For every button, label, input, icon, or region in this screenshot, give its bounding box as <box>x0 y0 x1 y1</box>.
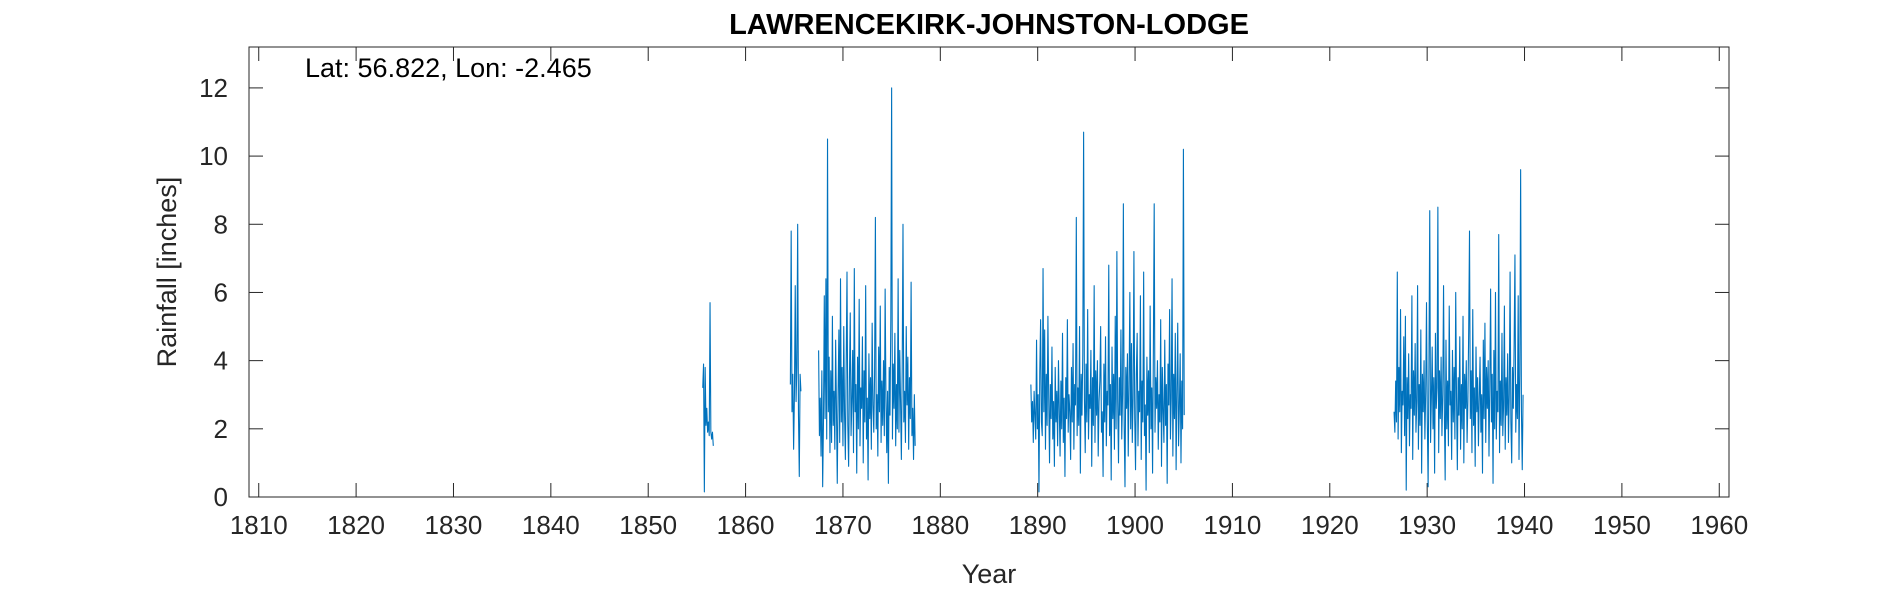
y-tick-label: 10 <box>199 141 228 171</box>
x-tick-label: 1810 <box>230 510 288 540</box>
y-tick-label: 2 <box>214 414 228 444</box>
x-tick-label: 1960 <box>1690 510 1748 540</box>
x-tick-label: 1890 <box>1009 510 1067 540</box>
y-tick-label: 0 <box>214 482 228 512</box>
x-tick-label: 1830 <box>425 510 483 540</box>
location-annotation: Lat: 56.822, Lon: -2.465 <box>305 53 592 83</box>
x-tick-label: 1930 <box>1398 510 1456 540</box>
x-tick-label: 1940 <box>1496 510 1554 540</box>
plot-area <box>248 46 1730 498</box>
series-line-segment-0 <box>702 302 714 493</box>
x-tick-label: 1880 <box>911 510 969 540</box>
series-layer <box>702 87 1524 493</box>
chart-title: LAWRENCEKIRK-JOHNSTON-LODGE <box>729 9 1249 41</box>
axis-ticks <box>249 47 1729 498</box>
y-tick-label: 8 <box>214 209 228 239</box>
x-tick-label: 1870 <box>814 510 872 540</box>
y-tick-label: 12 <box>199 73 228 103</box>
y-tick-label: 4 <box>214 346 228 376</box>
x-tick-label: 1840 <box>522 510 580 540</box>
x-tick-label: 1860 <box>717 510 775 540</box>
x-tick-label: 1900 <box>1106 510 1164 540</box>
x-tick-label: 1850 <box>619 510 677 540</box>
x-tick-label: 1950 <box>1593 510 1651 540</box>
y-tick-label: 6 <box>214 277 228 307</box>
y-tick-labels: 0 2 4 6 8 10 12 <box>199 73 228 512</box>
series-line-segment-4 <box>1393 169 1524 491</box>
series-line-segment-1 <box>789 223 802 478</box>
x-tick-labels: 1810 1820 1830 1840 1850 1860 1870 1880 1890 1900… <box>230 510 1748 540</box>
x-axis-title: Year <box>962 559 1017 589</box>
series-line-segment-2 <box>818 87 916 488</box>
y-axis-title: Rainfall [inches] <box>152 177 182 368</box>
series-line-segment-3 <box>1030 131 1185 493</box>
x-tick-label: 1910 <box>1203 510 1261 540</box>
x-tick-label: 1820 <box>327 510 385 540</box>
x-tick-label: 1920 <box>1301 510 1359 540</box>
